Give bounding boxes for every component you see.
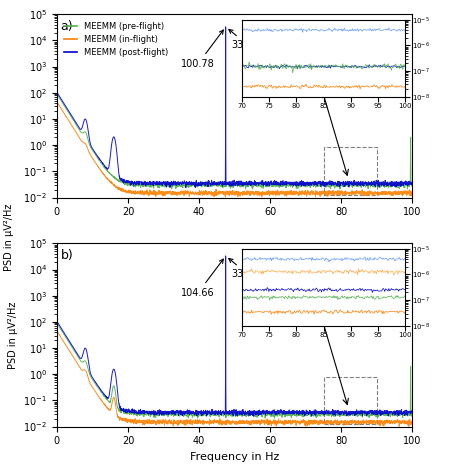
Text: 331.63: 331.63	[229, 29, 264, 50]
Bar	[323, 147, 377, 194]
Text: 100.78: 100.78	[181, 30, 223, 69]
Y-axis label: PSD in μV²/Hz: PSD in μV²/Hz	[8, 301, 18, 369]
Text: b): b)	[60, 249, 73, 262]
Text: a): a)	[60, 20, 73, 33]
Text: PSD in μV²/Hz: PSD in μV²/Hz	[4, 203, 15, 271]
Text: 330.20: 330.20	[229, 258, 265, 279]
Legend: MEEMM (pre-flight), MEEMM (in-flight), MEEMM (post-flight): MEEMM (pre-flight), MEEMM (in-flight), M…	[61, 18, 171, 60]
Text: 104.66: 104.66	[181, 259, 223, 298]
X-axis label: Frequency in Hz: Frequency in Hz	[190, 452, 279, 462]
Bar	[323, 376, 377, 424]
